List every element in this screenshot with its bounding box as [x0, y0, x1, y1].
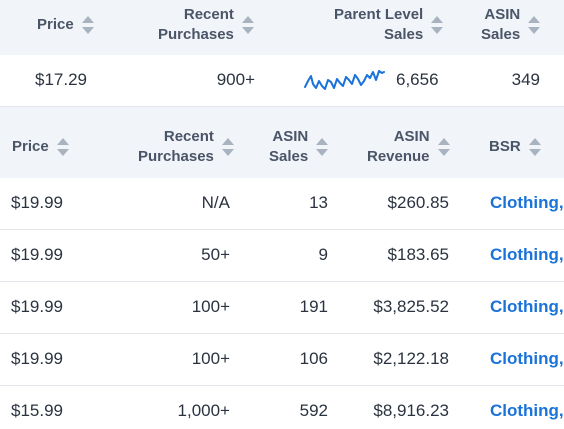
- sort-icon[interactable]: [528, 16, 541, 34]
- sort-icon[interactable]: [81, 16, 94, 34]
- sort-icon[interactable]: [431, 16, 444, 34]
- header-line: Parent Level: [334, 6, 424, 23]
- header-line: Purchases: [158, 26, 234, 43]
- table-row[interactable]: $19.99 100+ 191 $3,825.52 Clothing,: [0, 282, 564, 334]
- sort-icon[interactable]: [241, 16, 254, 34]
- column-header-recent-purchases-label: Recent Purchases: [138, 127, 214, 167]
- column-header-recent-purchases[interactable]: Recent Purchases: [138, 127, 234, 167]
- price-cell: $19.99: [11, 297, 63, 316]
- table-separator: [0, 107, 564, 117]
- header-line: Sales: [481, 26, 521, 43]
- asin-sales-cell: 9: [318, 245, 328, 264]
- summary-row: $17.29 900+ 6,656 349: [0, 55, 564, 107]
- bsr-link[interactable]: Clothing,: [490, 193, 564, 212]
- asin-revenue-cell: $183.65: [387, 245, 449, 264]
- column-header-recent-purchases-label: Recent Purchases: [158, 5, 234, 45]
- summary-price: $17.29: [35, 70, 87, 89]
- column-header-price[interactable]: Price: [37, 15, 94, 35]
- sort-icon[interactable]: [528, 138, 541, 156]
- header-line: Sales: [269, 148, 309, 165]
- column-header-asin-sales-label: ASIN Sales: [269, 127, 308, 167]
- asin-revenue-cell: $260.85: [387, 193, 449, 212]
- sales-trend-sparkline: [304, 70, 385, 90]
- column-header-price[interactable]: Price: [12, 137, 69, 157]
- asin-sales-cell: 106: [299, 349, 328, 368]
- header-line: Sales: [384, 26, 424, 43]
- asin-sales-cell: 592: [299, 401, 328, 420]
- column-header-bsr-label: BSR: [489, 138, 521, 155]
- bsr-link[interactable]: Clothing,: [490, 401, 564, 420]
- summary-asin-sales: 349: [511, 70, 540, 89]
- column-header-bsr[interactable]: BSR: [489, 137, 541, 157]
- sort-icon[interactable]: [316, 138, 329, 156]
- table-row[interactable]: $19.99 100+ 106 $2,122.18 Clothing,: [0, 334, 564, 386]
- header-line: ASIN: [272, 128, 309, 145]
- column-header-price-label: Price: [37, 16, 74, 33]
- price-cell: $19.99: [11, 349, 63, 368]
- summary-recent-purchases: 900+: [216, 70, 255, 89]
- price-cell: $19.99: [11, 245, 63, 264]
- column-header-parent-level-sales-label: Parent Level Sales: [334, 5, 423, 45]
- recent-purchases-cell: 1,000+: [177, 401, 230, 420]
- header-line: Recent: [163, 128, 214, 145]
- header-line: Recent: [183, 6, 234, 23]
- sort-icon[interactable]: [221, 138, 234, 156]
- header-line: Purchases: [138, 148, 214, 165]
- price-cell: $15.99: [11, 401, 63, 420]
- recent-purchases-cell: 50+: [201, 245, 230, 264]
- column-header-asin-revenue[interactable]: ASIN Revenue: [367, 127, 450, 167]
- bsr-link[interactable]: Clothing,: [490, 297, 564, 316]
- column-header-asin-revenue-label: ASIN Revenue: [367, 127, 430, 167]
- recent-purchases-cell: 100+: [191, 349, 230, 368]
- column-header-parent-level-sales[interactable]: Parent Level Sales: [334, 5, 444, 45]
- summary-parent-level-sales: 6,656: [396, 70, 439, 89]
- table-row[interactable]: $15.99 1,000+ 592 $8,916.23 Clothing,: [0, 386, 564, 429]
- variants-table-header: Price Recent Purchases ASIN Sales ASIN R…: [0, 117, 564, 178]
- recent-purchases-cell: 100+: [191, 297, 230, 316]
- asin-revenue-cell: $3,825.52: [373, 297, 449, 316]
- bsr-link[interactable]: Clothing,: [490, 245, 564, 264]
- bsr-link[interactable]: Clothing,: [490, 349, 564, 368]
- recent-purchases-cell: N/A: [201, 193, 230, 212]
- sort-icon[interactable]: [56, 138, 69, 156]
- header-line: Revenue: [367, 148, 430, 165]
- sort-icon[interactable]: [437, 138, 450, 156]
- header-line: ASIN: [393, 128, 430, 145]
- price-cell: $19.99: [11, 193, 63, 212]
- header-line: ASIN: [484, 6, 521, 23]
- table-row[interactable]: $19.99 50+ 9 $183.65 Clothing,: [0, 230, 564, 282]
- column-header-asin-sales-label: ASIN Sales: [481, 5, 520, 45]
- summary-table-header: Price Recent Purchases Parent Level Sale…: [0, 0, 564, 55]
- table-row[interactable]: $19.99 N/A 13 $260.85 Clothing,: [0, 178, 564, 230]
- column-header-asin-sales[interactable]: ASIN Sales: [481, 5, 541, 45]
- asin-revenue-cell: $8,916.23: [373, 401, 449, 420]
- column-header-asin-sales[interactable]: ASIN Sales: [269, 127, 329, 167]
- column-header-price-label: Price: [12, 138, 49, 155]
- asin-revenue-cell: $2,122.18: [373, 349, 449, 368]
- column-header-recent-purchases[interactable]: Recent Purchases: [158, 5, 254, 45]
- asin-sales-cell: 191: [299, 297, 328, 316]
- asin-sales-cell: 13: [309, 193, 328, 212]
